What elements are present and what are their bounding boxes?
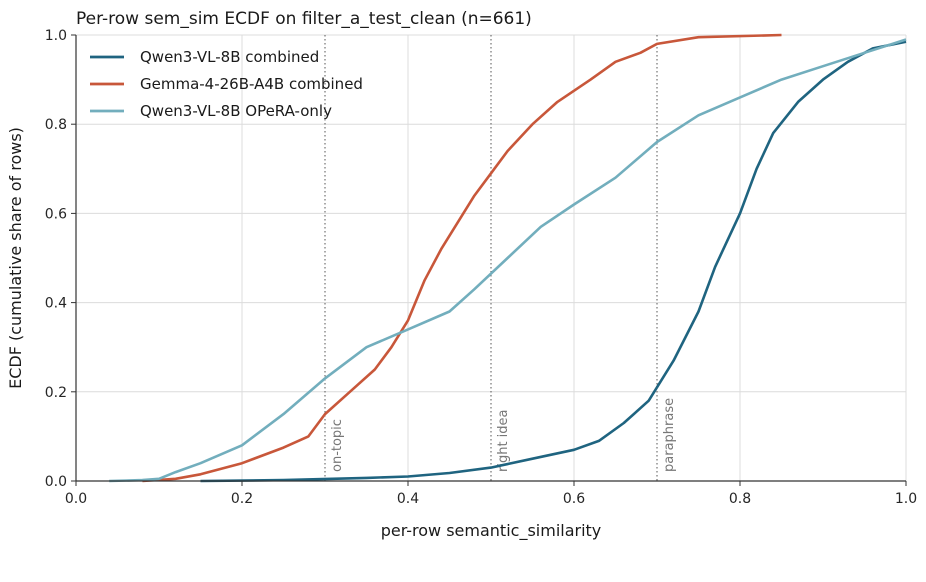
series-line — [200, 40, 907, 483]
legend-label: Qwen3-VL-8B combined — [140, 48, 319, 66]
chart-title: Per-row sem_sim ECDF on filter_a_test_cl… — [76, 9, 532, 29]
y-tick-label: 0.0 — [45, 474, 67, 490]
legend-label: Qwen3-VL-8B OPeRA-only — [140, 102, 332, 120]
threshold-label: paraphrase — [662, 398, 677, 472]
y-tick-label: 1.0 — [45, 28, 67, 44]
x-tick-label: 0.6 — [563, 491, 585, 507]
threshold-label: right idea — [496, 409, 511, 472]
legend-label: Gemma-4-26B-A4B combined — [140, 75, 363, 93]
series-lines — [109, 33, 907, 483]
tick-labels: 0.0 0.2 0.4 0.6 0.8 1.0 0.0 0.2 0.4 0.6 0.8 1.0 — [45, 28, 917, 507]
y-tick-label: 0.4 — [45, 296, 67, 312]
series-line — [109, 38, 907, 483]
legend: Qwen3-VL-8B combined Gemma-4-26B-A4B comb… — [90, 48, 363, 120]
y-axis-label: ECDF (cumulative share of rows) — [6, 127, 25, 389]
x-tick-label: 0.2 — [231, 491, 253, 507]
x-axis-label: per-row semantic_similarity — [381, 521, 602, 541]
y-tick-label: 0.8 — [45, 117, 67, 133]
x-tick-label: 1.0 — [895, 491, 917, 507]
threshold-label: on-topic — [330, 419, 345, 472]
y-tick-label: 0.2 — [45, 385, 67, 401]
axes — [71, 34, 907, 486]
series-line — [142, 33, 782, 483]
y-tick-label: 0.6 — [45, 206, 67, 222]
x-tick-label: 0.4 — [397, 491, 419, 507]
threshold-lines: on-topic right idea paraphrase — [324, 35, 677, 481]
x-tick-label: 0.0 — [65, 491, 87, 507]
x-tick-label: 0.8 — [729, 491, 751, 507]
